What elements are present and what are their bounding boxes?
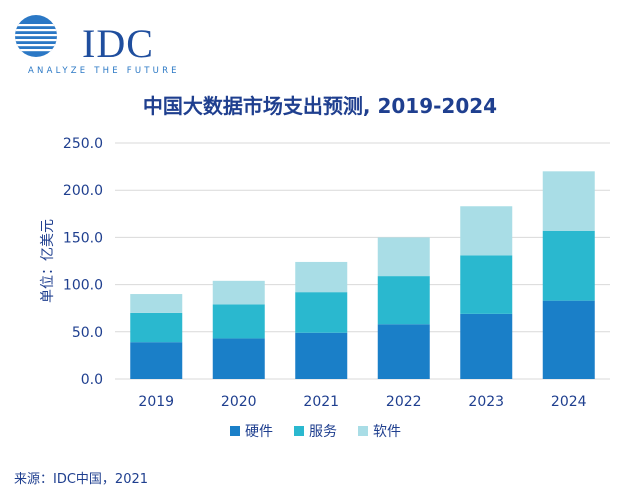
source-note: 来源：IDC中国，2021 (14, 472, 149, 487)
legend-label: 服务 (309, 424, 337, 440)
bar-segment (212, 338, 265, 379)
x-tick-label: 2024 (551, 394, 587, 410)
logo-tagline: ANALYZE THE FUTURE (28, 66, 180, 76)
y-tick-label: 50.0 (72, 325, 103, 341)
globe-icon (15, 15, 57, 57)
y-tick-label: 250.0 (63, 136, 103, 152)
bar-segment (295, 261, 348, 293)
bar-segment (542, 300, 595, 379)
bar-segment (212, 304, 265, 339)
bar-segment (460, 313, 513, 379)
legend-label: 软件 (373, 424, 401, 440)
x-tick-label: 2020 (221, 394, 257, 410)
x-tick-label: 2023 (468, 394, 504, 410)
bar-segment (295, 332, 348, 379)
bar-segment (460, 206, 513, 256)
x-tick-label: 2021 (303, 394, 339, 410)
legend-swatch (294, 426, 304, 436)
bar-segment (130, 312, 183, 343)
bar-segment (212, 280, 265, 305)
bar-segment (295, 292, 348, 333)
y-tick-label: 150.0 (63, 230, 103, 246)
x-tick-label: 2022 (386, 394, 422, 410)
y-tick-label: 100.0 (63, 278, 103, 294)
bar-segment (542, 230, 595, 301)
legend-label: 硬件 (245, 424, 273, 440)
idc-logo: IDC ANALYZE THE FUTURE (14, 10, 177, 76)
bar-segment (377, 237, 430, 277)
chart-title: 中国大数据市场支出预测, 2019-2024 (142, 94, 498, 118)
logo-wordmark: IDC (82, 21, 154, 66)
y-tick-label: 0.0 (81, 372, 103, 388)
bar-segment (130, 342, 183, 379)
bar-segment (542, 171, 595, 231)
bar-segment (460, 255, 513, 314)
y-tick-label: 200.0 (63, 183, 103, 199)
bar-segment (377, 324, 430, 379)
legend-swatch (230, 426, 240, 436)
legend-swatch (358, 426, 368, 436)
x-tick-label: 2019 (138, 394, 174, 410)
bar-segment (130, 294, 183, 313)
bar-segment (377, 276, 430, 325)
y-axis-label: 单位：亿美元 (40, 219, 56, 303)
